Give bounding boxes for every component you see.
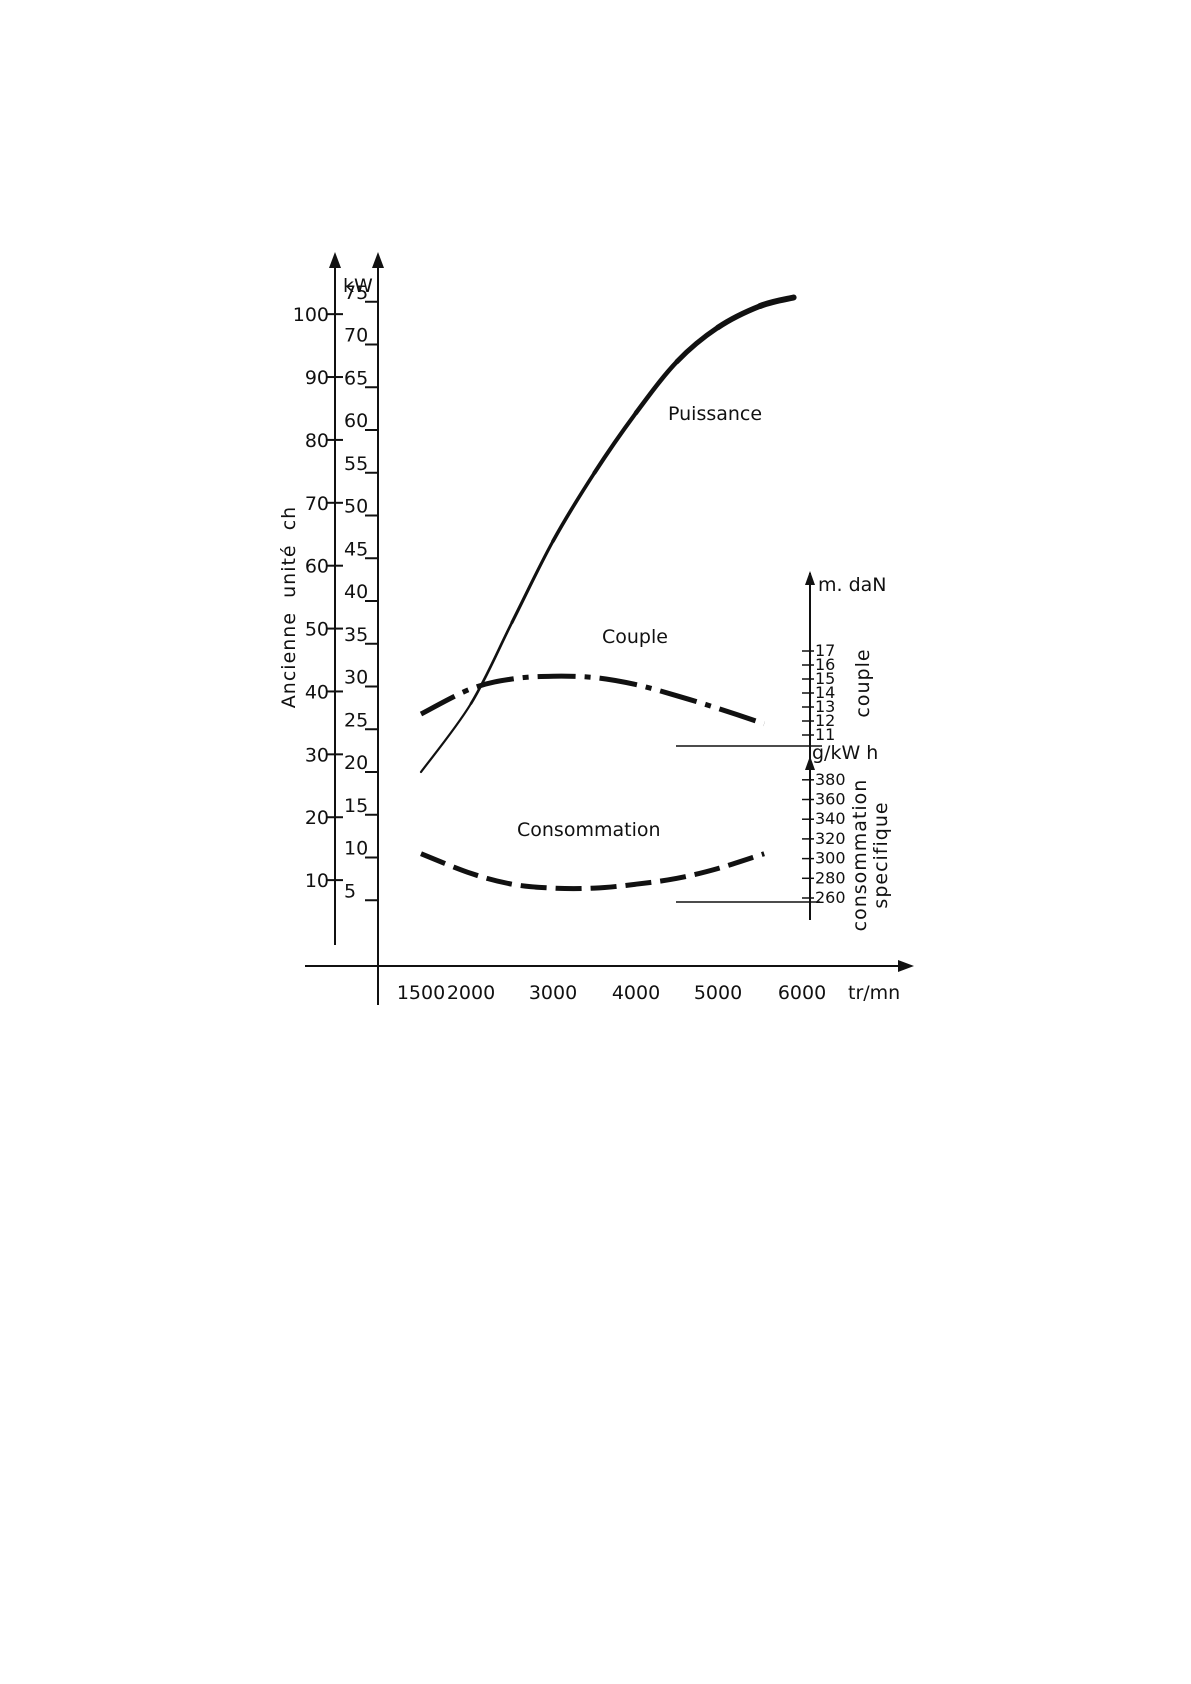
ch-tick-label: 60 bbox=[305, 556, 329, 578]
consommation-tick-label: 360 bbox=[815, 790, 846, 809]
ch-tick-label: 70 bbox=[305, 493, 329, 515]
x-axis-ticks: 1500 2000 3000 4000 5000 6000 bbox=[397, 982, 826, 1004]
consommation-tick-label: 260 bbox=[815, 888, 846, 907]
x-tick-label: 1500 bbox=[397, 982, 445, 1004]
consommation-tick-label: 380 bbox=[815, 770, 846, 789]
consommation-unit-label: g/kW h bbox=[812, 742, 878, 764]
couple-tick-label: 11 bbox=[815, 725, 835, 744]
x-tick-label: 6000 bbox=[778, 982, 826, 1004]
series-line-puissance-segment bbox=[715, 303, 763, 331]
series-line-couple bbox=[419, 673, 765, 727]
consommation-tick-label: 320 bbox=[815, 829, 846, 848]
ch-tick-label: 50 bbox=[305, 619, 329, 641]
kw-tick-label: 20 bbox=[344, 752, 368, 774]
kw-tick-label: 70 bbox=[344, 325, 368, 347]
x-axis-arrow bbox=[898, 960, 914, 972]
couple-unit-label: m. daN bbox=[818, 574, 887, 596]
ch-axis-ticks: 10 20 30 40 50 60 70 80 90 100 bbox=[293, 304, 343, 892]
series-line-consommation bbox=[420, 851, 765, 892]
ch-tick-label: 10 bbox=[305, 870, 329, 892]
kw-tick-label: 45 bbox=[344, 538, 368, 560]
series-label-couple: Couple bbox=[602, 626, 668, 648]
kw-tick-label: 55 bbox=[344, 453, 368, 475]
ch-axis-label: Ancienne unité ch bbox=[278, 506, 300, 708]
consommation-tick-label: 280 bbox=[815, 868, 846, 887]
series-line-puissance-segment bbox=[510, 539, 555, 624]
couple-axis-arrow bbox=[805, 571, 815, 585]
kw-unit-label: kW bbox=[343, 275, 373, 297]
ch-tick-label: 90 bbox=[305, 367, 329, 389]
kw-tick-label: 5 bbox=[344, 880, 356, 902]
consommation-axis-label-line2: specifique bbox=[870, 801, 892, 908]
couple-tick-label: 13 bbox=[815, 697, 835, 716]
kw-tick-label: 65 bbox=[344, 367, 368, 389]
x-tick-label: 3000 bbox=[529, 982, 577, 1004]
consommation-tick-label: 300 bbox=[815, 849, 846, 868]
kw-tick-label: 40 bbox=[344, 581, 368, 603]
kw-axis-arrow bbox=[372, 252, 384, 268]
kw-tick-label: 50 bbox=[344, 496, 368, 518]
x-tick-label: 2000 bbox=[447, 982, 495, 1004]
series-line-puissance-segment bbox=[757, 294, 797, 310]
x-tick-label: 5000 bbox=[694, 982, 742, 1004]
kw-tick-label: 15 bbox=[344, 795, 368, 817]
consommation-axis-arrow bbox=[805, 756, 815, 770]
series-label-consommation: Consommation bbox=[517, 819, 661, 841]
series-label-puissance: Puissance bbox=[668, 403, 762, 425]
consommation-axis-label: consommation bbox=[849, 779, 871, 932]
series-line-puissance-segment bbox=[551, 470, 597, 543]
couple-tick-label: 12 bbox=[815, 711, 835, 730]
series-line-puissance-segment bbox=[419, 702, 473, 774]
kw-tick-label: 60 bbox=[344, 410, 368, 432]
kw-axis-ticks: 5 10 15 20 25 30 35 40 45 50 55 60 65 70 75 bbox=[344, 282, 378, 902]
kw-tick-label: 25 bbox=[344, 709, 368, 731]
ch-tick-label: 30 bbox=[305, 744, 329, 766]
ch-tick-label: 20 bbox=[305, 807, 329, 829]
couple-tick-label: 15 bbox=[815, 669, 835, 688]
ch-tick-label: 100 bbox=[293, 304, 329, 326]
couple-tick-label: 14 bbox=[815, 683, 835, 702]
x-tick-label: 4000 bbox=[612, 982, 660, 1004]
series-layer bbox=[419, 294, 797, 892]
x-axis-label: tr/mn bbox=[848, 982, 900, 1004]
series-line-puissance-segment bbox=[674, 324, 721, 365]
series-line-puissance-segment bbox=[469, 621, 514, 705]
ch-tick-label: 80 bbox=[305, 430, 329, 452]
kw-tick-label: 10 bbox=[344, 838, 368, 860]
ch-tick-label: 40 bbox=[305, 681, 329, 703]
series-line-puissance-segment bbox=[592, 410, 639, 475]
ch-axis-arrow bbox=[329, 252, 341, 268]
couple-tick-label: 16 bbox=[815, 655, 835, 674]
kw-tick-label: 75 bbox=[344, 282, 368, 304]
kw-tick-label: 30 bbox=[344, 667, 368, 689]
kw-tick-label: 35 bbox=[344, 624, 368, 646]
couple-axis-label: couple bbox=[852, 648, 874, 717]
axes bbox=[305, 252, 914, 1005]
series-line-puissance-segment bbox=[633, 359, 680, 416]
consommation-tick-label: 340 bbox=[815, 809, 846, 828]
couple-tick-label: 17 bbox=[815, 641, 835, 660]
